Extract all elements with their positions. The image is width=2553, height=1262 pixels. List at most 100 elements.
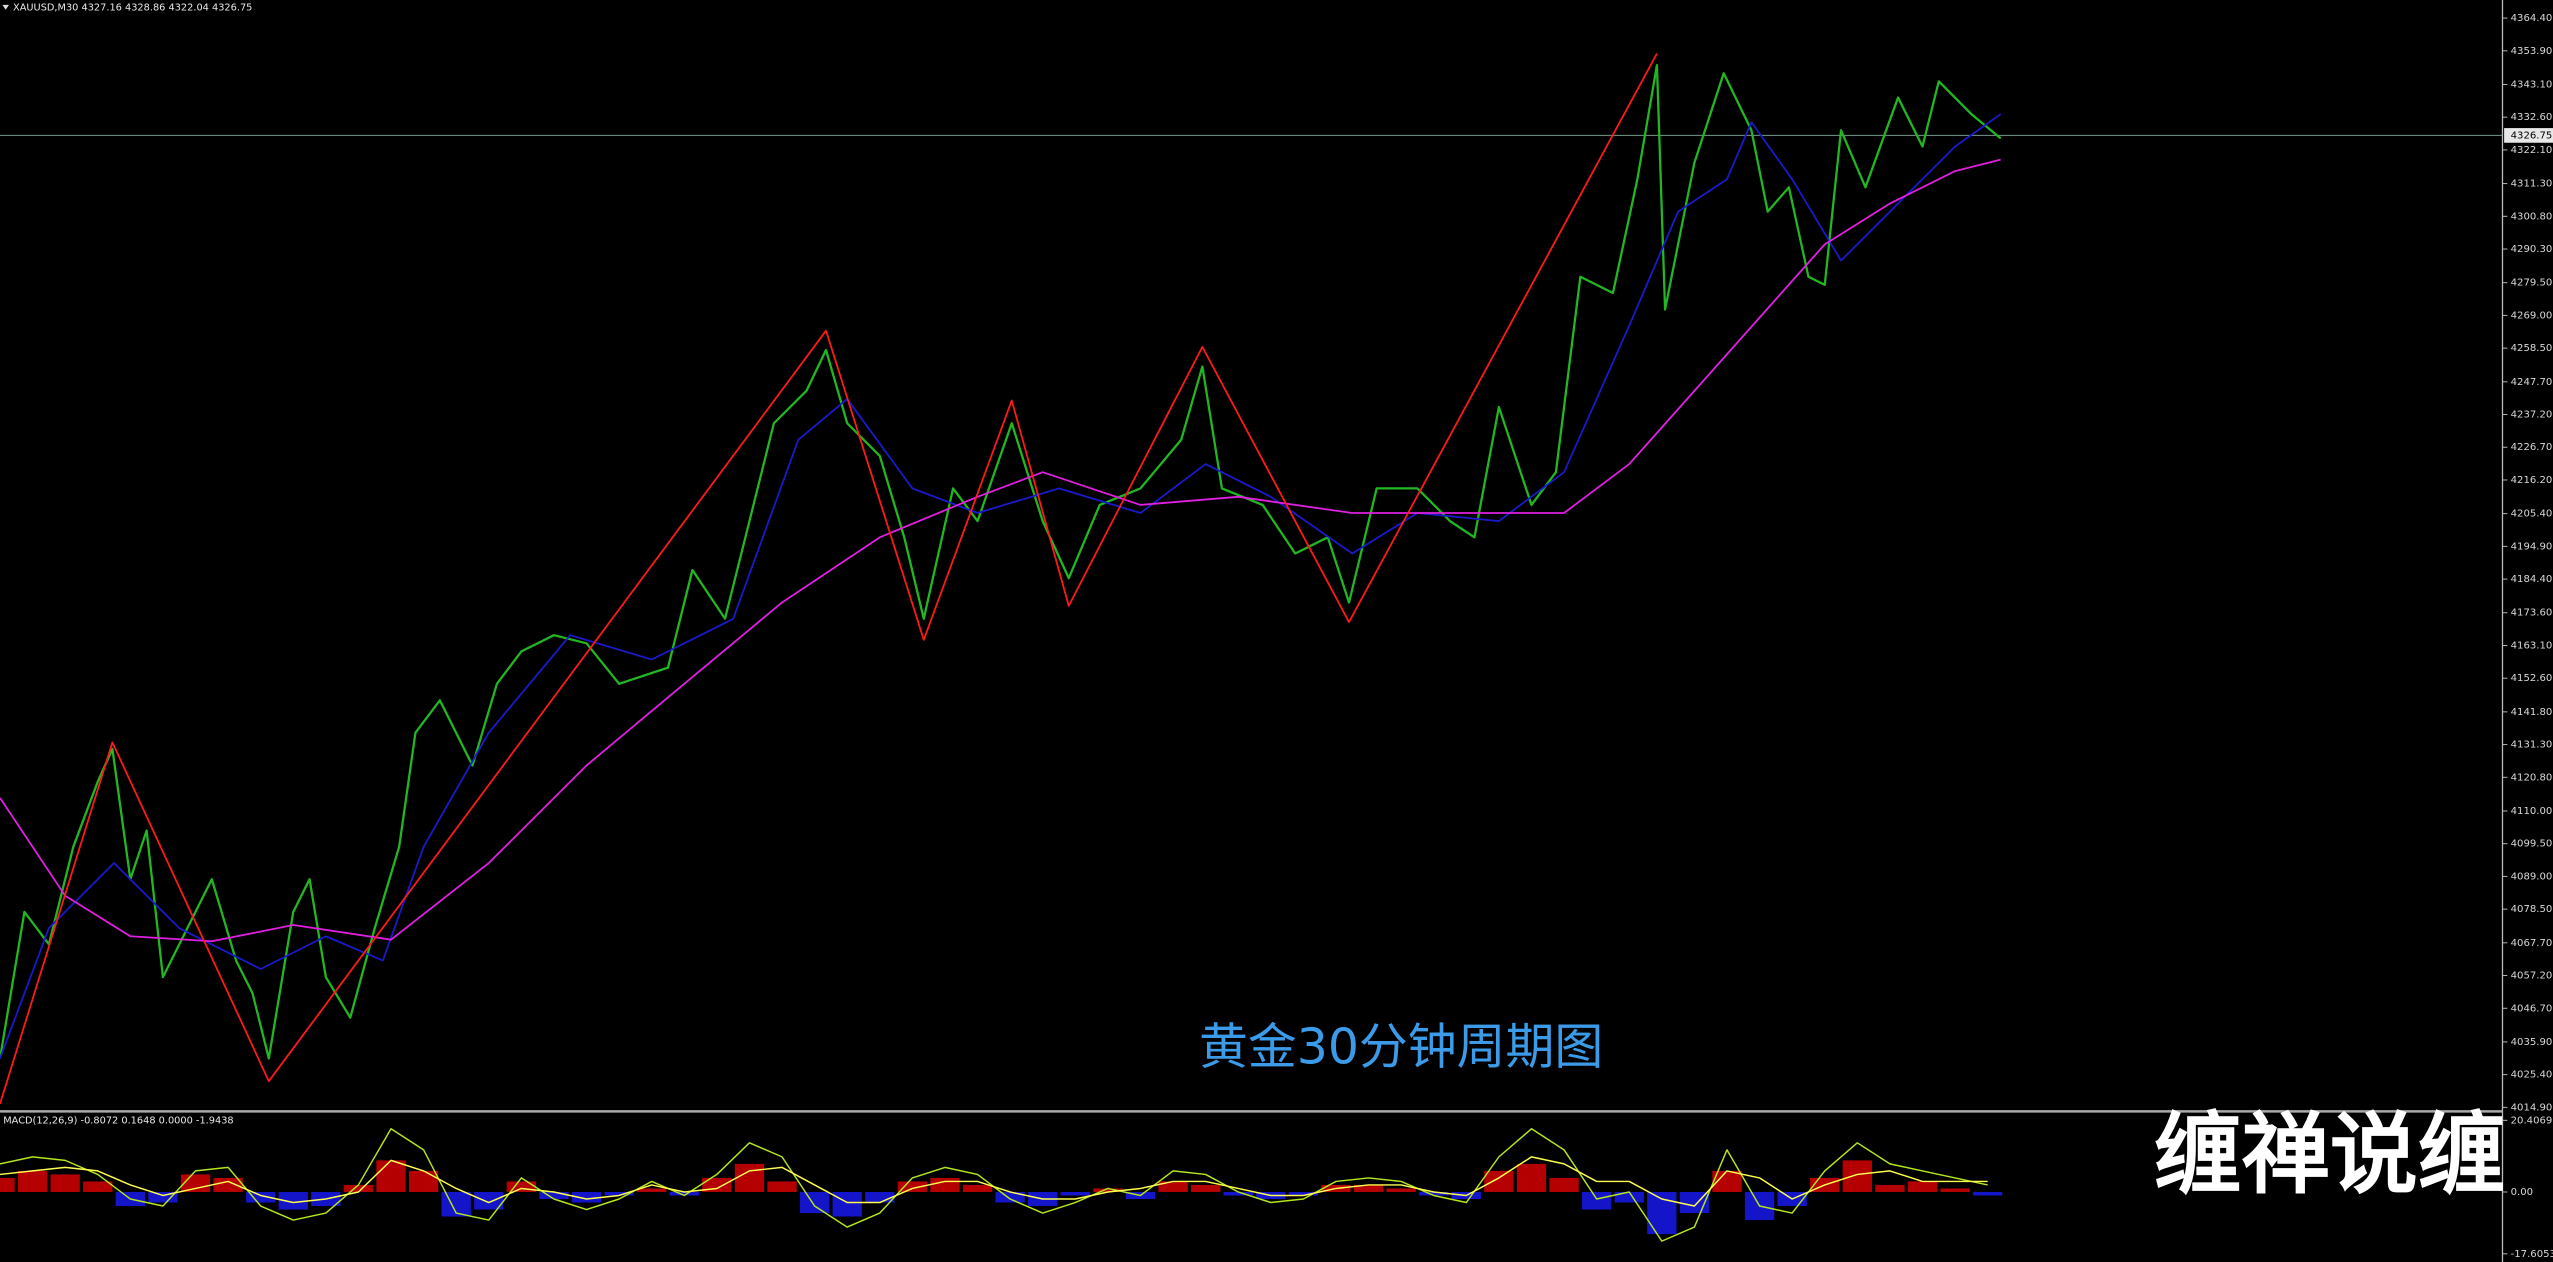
histogram-bar	[0, 1177, 15, 1192]
histogram-bar	[832, 1191, 862, 1217]
y-tick-label: 4226.70	[2511, 442, 2553, 453]
histogram-bar	[246, 1191, 276, 1203]
histogram-bar	[604, 1191, 634, 1196]
y-tick-label: 4290.30	[2511, 244, 2553, 255]
series-line	[0, 53, 1658, 1105]
histogram-bar	[799, 1191, 830, 1214]
histogram-bar	[1353, 1184, 1384, 1192]
histogram-bar	[767, 1181, 797, 1192]
y-tick-label: 4300.80	[2511, 211, 2553, 222]
histogram-bar	[1907, 1181, 1938, 1192]
histogram-bar	[1549, 1177, 1579, 1192]
chart-annotation: 黄金30分钟周期图	[1199, 1018, 1603, 1075]
y-tick-label: 4205.40	[2511, 509, 2553, 520]
histogram-bar	[1386, 1188, 1416, 1192]
histogram-bar	[278, 1191, 308, 1210]
histogram-bar	[474, 1191, 504, 1210]
histogram-bar	[213, 1177, 243, 1192]
histogram-bar	[995, 1191, 1025, 1203]
y-tick-label: 4237.20	[2511, 410, 2553, 421]
y-tick-label: 4025.40	[2511, 1070, 2553, 1081]
y-tick-label: -17.6053	[2511, 1249, 2553, 1260]
histogram-bar	[1484, 1170, 1514, 1192]
y-tick-label: 4120.80	[2511, 772, 2553, 783]
histogram-bar	[865, 1191, 895, 1203]
histogram-bar	[571, 1191, 602, 1203]
indicator-header: MACD(12,26,9) -0.8072 0.1648 0.0000 -1.9…	[3, 1115, 233, 1126]
y-tick-label: 4057.20	[2511, 971, 2553, 982]
y-tick-label: 4269.00	[2511, 310, 2553, 321]
histogram-bar	[539, 1191, 569, 1199]
y-tick-label: 4141.80	[2511, 707, 2553, 718]
y-tick-label: 4364.40	[2511, 13, 2553, 24]
histogram-bar	[1516, 1163, 1547, 1192]
histogram-bar	[408, 1170, 439, 1192]
y-tick-label: 4173.60	[2511, 608, 2553, 619]
series-line	[0, 1156, 1988, 1207]
last-price-box	[2504, 128, 2553, 143]
histogram-bar	[506, 1181, 537, 1192]
y-tick-label: 4067.70	[2511, 938, 2553, 949]
y-tick-label: 4353.90	[2511, 46, 2553, 57]
histogram-bar	[1712, 1170, 1742, 1192]
histogram-bar	[1158, 1181, 1188, 1192]
y-tick-label: 4332.60	[2511, 112, 2553, 123]
y-tick-label: 4078.50	[2511, 904, 2553, 915]
y-tick-label: 4311.30	[2511, 179, 2553, 190]
histogram-bar	[1223, 1191, 1253, 1196]
histogram-bar	[1875, 1184, 1905, 1192]
histogram-bar	[1093, 1188, 1123, 1192]
y-tick-label: 4110.00	[2511, 806, 2553, 817]
histogram-bar	[1581, 1191, 1612, 1210]
histogram-bar	[180, 1174, 211, 1192]
symbol-dropdown[interactable]	[2, 4, 9, 10]
y-tick-label: 4089.00	[2511, 871, 2553, 882]
y-tick-label: 4216.20	[2511, 475, 2553, 486]
y-tick-label: 4343.10	[2511, 79, 2553, 90]
y-tick-label: 4099.50	[2511, 839, 2553, 850]
series-line	[0, 158, 2001, 943]
histogram-bar	[148, 1191, 178, 1203]
histogram-bar	[1940, 1188, 1970, 1192]
y-tick-label: 4322.10	[2511, 145, 2553, 156]
chart-header: XAUUSD,M30 4327.16 4328.86 4322.04 4326.…	[13, 2, 252, 13]
y-tick-label: 4247.70	[2511, 377, 2553, 388]
histogram-bar	[17, 1170, 48, 1192]
y-tick-label: 4258.50	[2511, 343, 2553, 354]
y-tick-label: 4152.60	[2511, 673, 2553, 684]
histogram-bar	[376, 1160, 406, 1192]
y-tick-label: 4184.40	[2511, 574, 2553, 585]
y-tick-label: 4014.90	[2511, 1102, 2553, 1113]
y-tick-label: 20.4069	[2511, 1115, 2553, 1126]
watermark: 缠禅说缠	[2154, 1103, 2506, 1206]
histogram-bar	[702, 1177, 732, 1192]
histogram-bar	[734, 1163, 765, 1192]
histogram-bar	[1190, 1184, 1221, 1192]
y-tick-label: 4131.30	[2511, 740, 2553, 751]
histogram-bar	[1288, 1191, 1319, 1196]
histogram-bar	[669, 1191, 699, 1196]
series-line	[0, 113, 2002, 1059]
histogram-bar	[637, 1188, 667, 1192]
histogram-bar	[1060, 1191, 1090, 1196]
histogram-bar	[50, 1174, 80, 1192]
y-tick-label: 4194.90	[2511, 541, 2553, 552]
series-line	[0, 63, 2002, 1060]
histogram-bar	[897, 1181, 928, 1192]
histogram-bar	[1614, 1191, 1644, 1203]
y-tick-label: 4279.50	[2511, 278, 2553, 289]
histogram-bar	[1842, 1160, 1872, 1192]
histogram-bar	[930, 1177, 960, 1192]
y-tick-label: 4163.10	[2511, 640, 2553, 651]
y-tick-label: 4035.90	[2511, 1037, 2553, 1048]
histogram-bar	[343, 1184, 374, 1192]
histogram-bar	[1419, 1191, 1449, 1196]
y-tick-label: 4046.70	[2511, 1003, 2553, 1014]
histogram-bar	[1972, 1191, 2003, 1196]
y-tick-label: 0.00	[2511, 1187, 2533, 1198]
histogram-bar	[962, 1184, 993, 1192]
last-price-label: 4326.75	[2511, 130, 2553, 141]
histogram-bar	[83, 1181, 113, 1192]
